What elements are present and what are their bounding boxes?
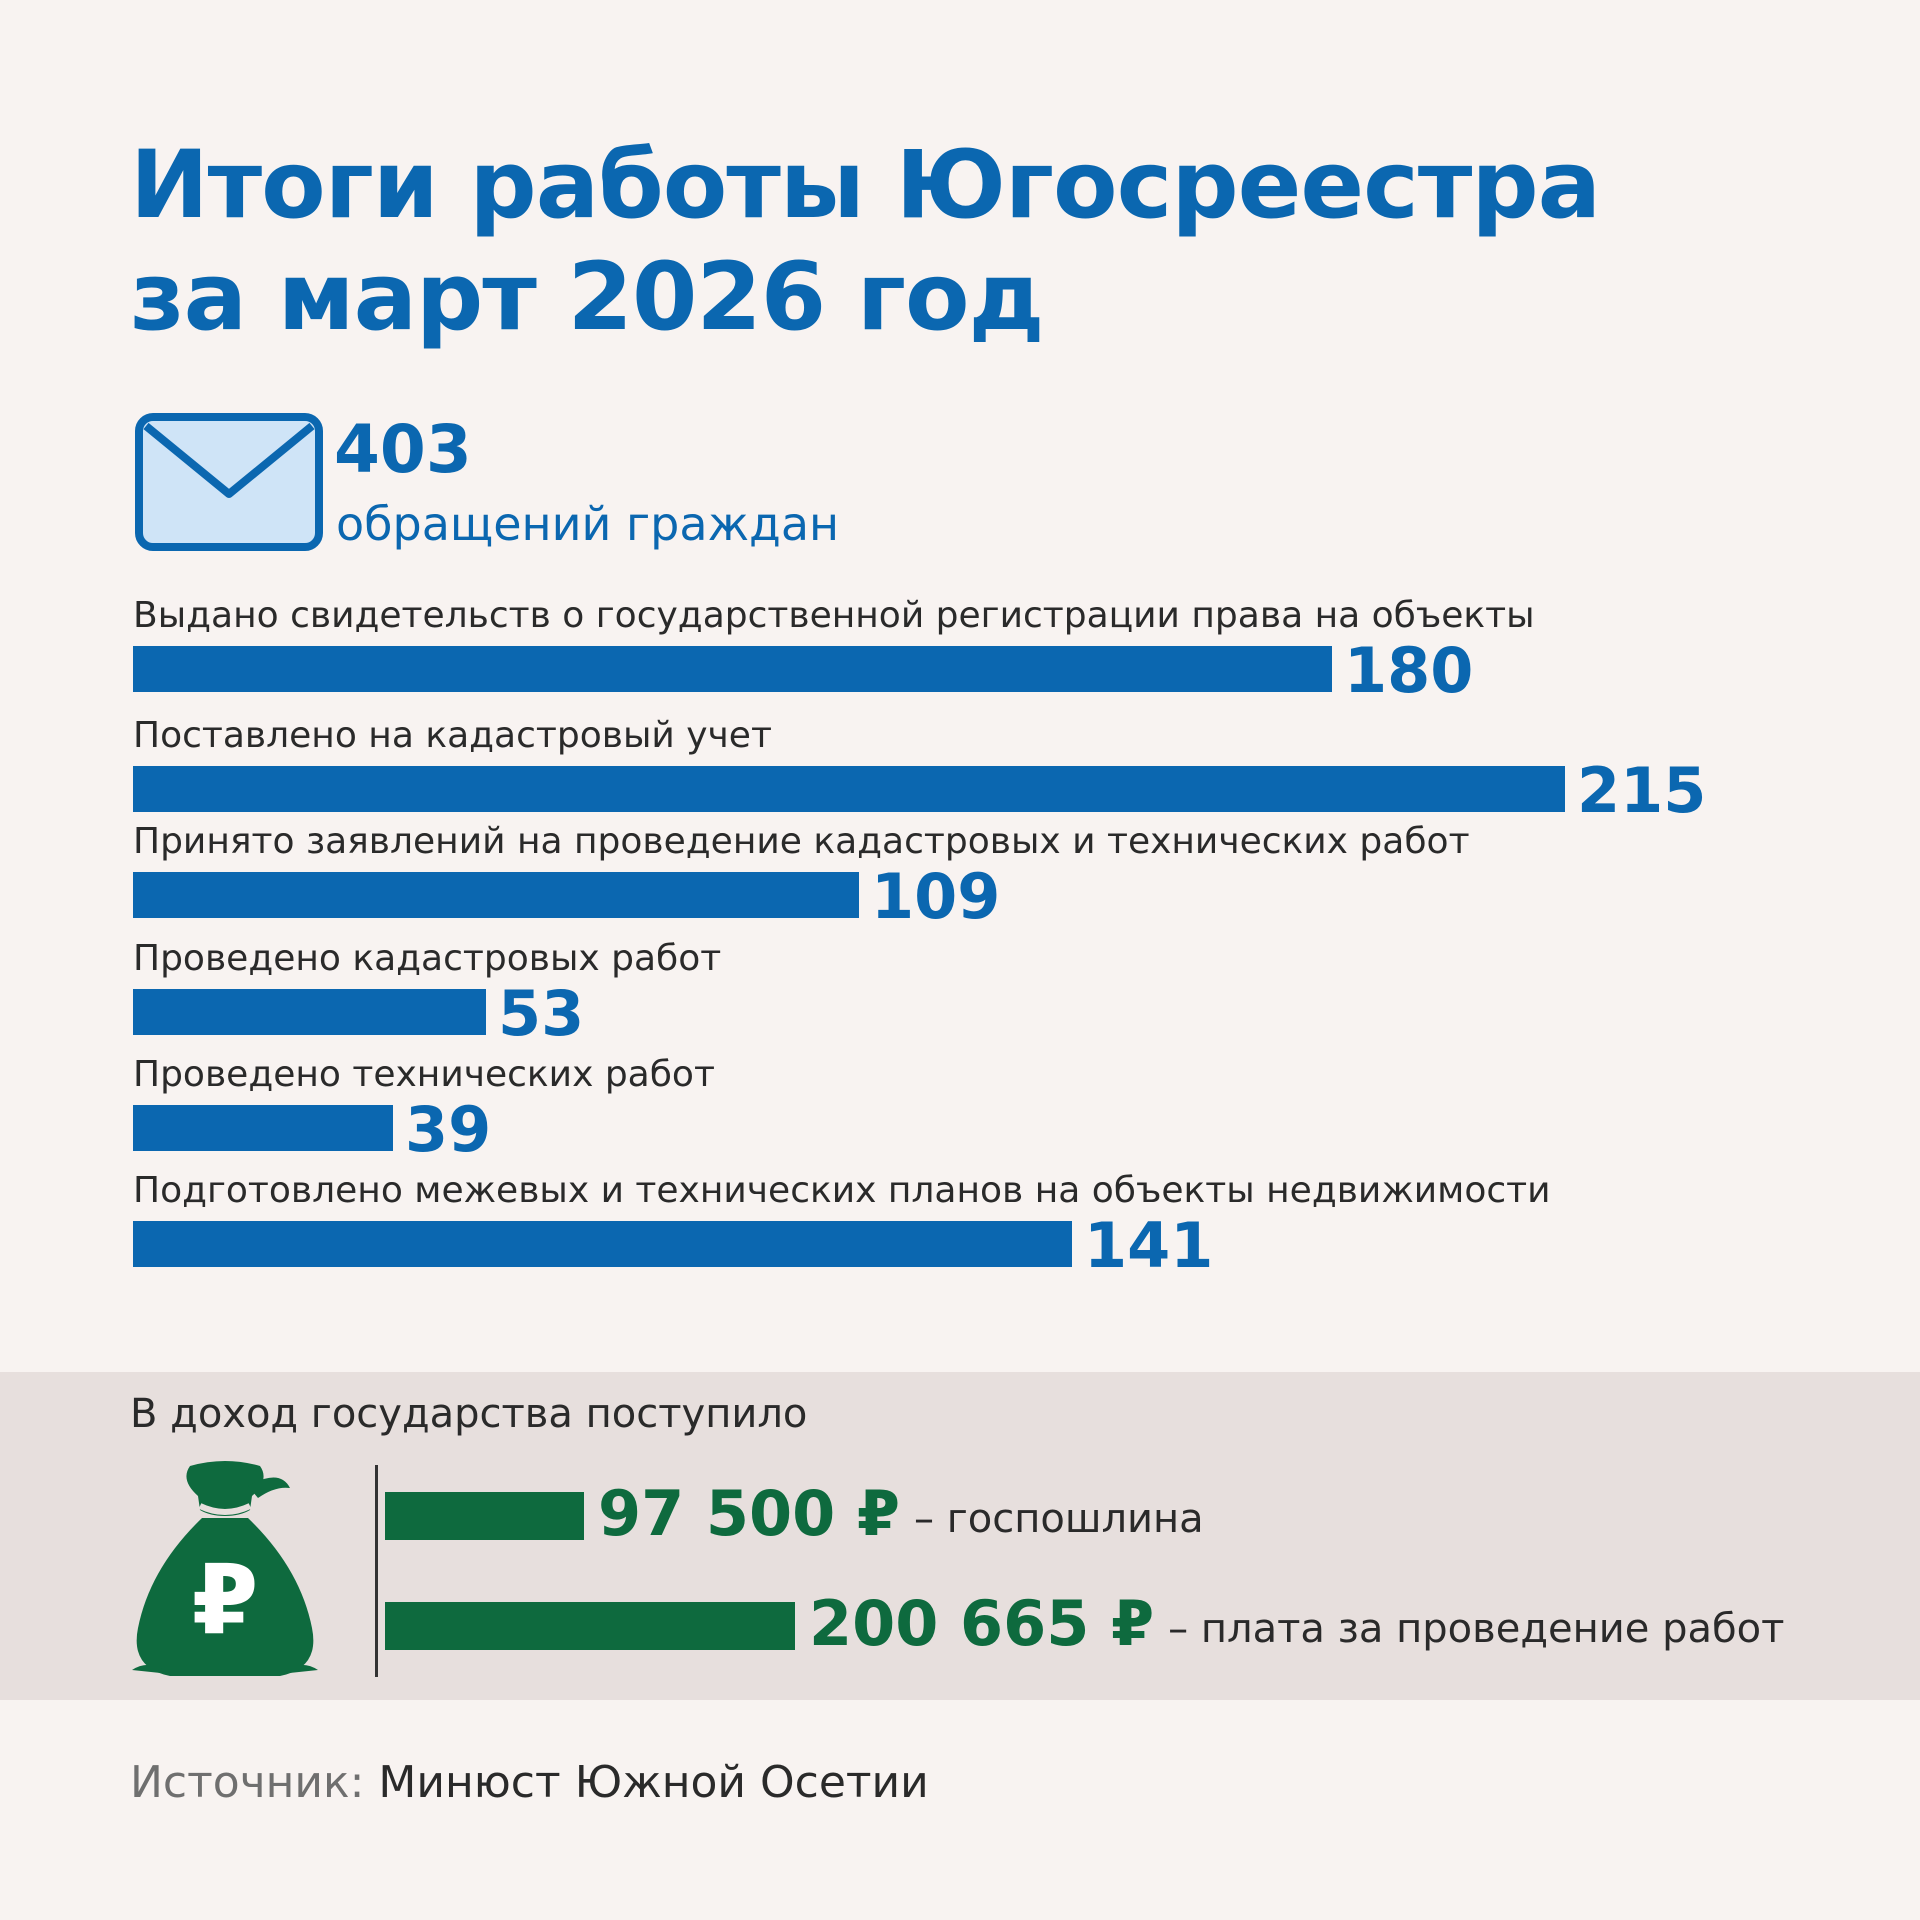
income-bar — [385, 1492, 584, 1540]
bar — [133, 646, 1332, 692]
bar-label: Поставлено на кадастровый учет — [133, 715, 772, 756]
bar — [133, 1221, 1072, 1267]
bar-value: 141 — [1084, 1209, 1214, 1282]
envelope-icon — [134, 412, 324, 552]
income-desc: – госпошлина — [914, 1496, 1204, 1542]
bar-label: Выдано свидетельств о государственной ре… — [133, 595, 1535, 636]
income-title: В доход государства поступило — [130, 1391, 808, 1437]
income-desc: – плата за проведение работ — [1168, 1606, 1785, 1652]
page-title: Итоги работы Югосреестра за март 2026 го… — [130, 130, 1601, 354]
bar — [133, 766, 1565, 812]
bar — [133, 989, 486, 1035]
income-panel — [0, 1372, 1920, 1700]
appeals-count: 403 — [334, 411, 472, 488]
money-bag-ruble-icon: ₽ — [130, 1458, 320, 1683]
source-line: Источник: Минюст Южной Осетии — [130, 1756, 929, 1810]
bar — [133, 872, 859, 918]
title-line-2: за март 2026 год — [130, 243, 1045, 352]
income-bar — [385, 1602, 795, 1650]
bar-value: 109 — [871, 860, 1001, 933]
bar-value: 215 — [1577, 754, 1707, 827]
svg-text:₽: ₽ — [192, 1544, 259, 1656]
bar-value: 180 — [1344, 634, 1474, 707]
income-divider — [375, 1465, 378, 1677]
source-value: Минюст Южной Осетии — [378, 1757, 929, 1808]
bar-label: Принято заявлений на проведение кадастро… — [133, 821, 1470, 862]
title-line-1: Итоги работы Югосреестра — [130, 131, 1601, 240]
source-label: Источник: — [130, 1757, 365, 1808]
bar — [133, 1105, 393, 1151]
income-value: 97 500 ₽ — [598, 1477, 901, 1550]
bar-value: 39 — [405, 1093, 492, 1166]
bar-label: Проведено кадастровых работ — [133, 938, 722, 979]
bar-label: Проведено технических работ — [133, 1054, 715, 1095]
income-value: 200 665 ₽ — [809, 1587, 1155, 1660]
appeals-label: обращений граждан — [336, 497, 840, 551]
bar-value: 53 — [498, 977, 585, 1050]
bar-label: Подготовлено межевых и технических плано… — [133, 1170, 1551, 1211]
